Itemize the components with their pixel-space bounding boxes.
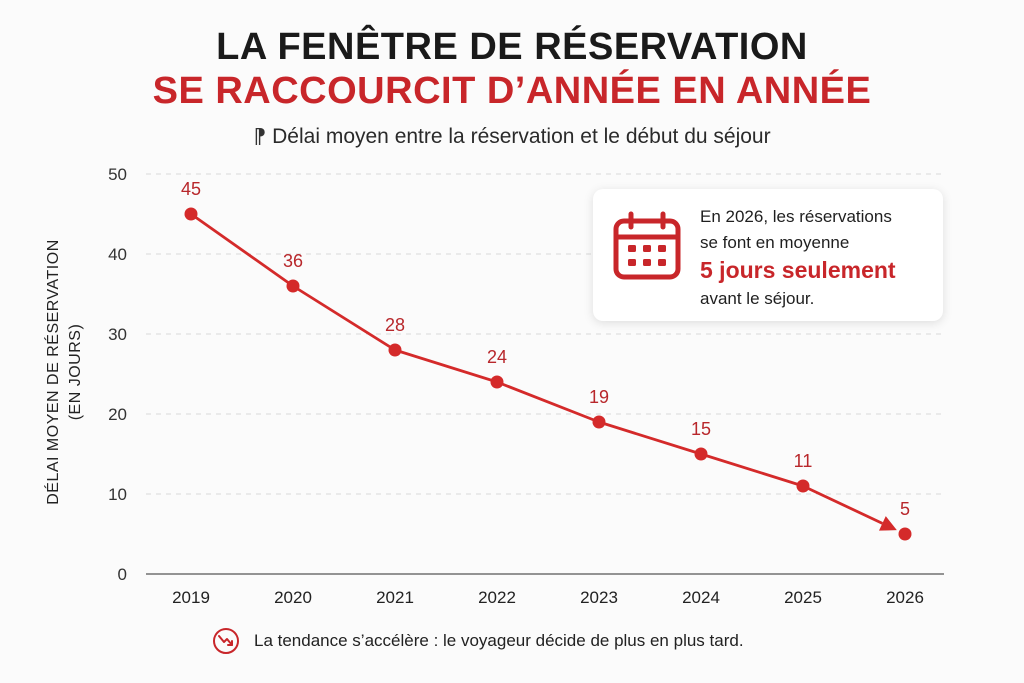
x-tick-label: 2021 — [376, 588, 414, 607]
y-axis-label-line-2: (EN JOURS) — [67, 324, 84, 421]
data-point — [490, 375, 504, 389]
data-label: 36 — [283, 251, 303, 271]
footer-text: La tendance s’accélère : le voyageur déc… — [254, 631, 744, 650]
y-tick-label: 20 — [108, 405, 127, 424]
callout-card: En 2026, les réservations se font en moy… — [593, 189, 943, 321]
data-label: 24 — [487, 347, 507, 367]
data-point — [286, 279, 300, 293]
data-point — [796, 479, 810, 493]
subtitle: ⁋ Délai moyen entre la réservation et le … — [0, 124, 1024, 149]
data-point — [184, 207, 198, 221]
x-tick-label: 2022 — [478, 588, 516, 607]
title-line-1: LA FENÊTRE DE RÉSERVATION — [216, 26, 808, 68]
callout-line-1: En 2026, les réservations — [700, 207, 892, 226]
data-label: 5 — [900, 499, 910, 519]
last-segment — [802, 484, 883, 525]
title-line-2: SE RACCOURCIT D’ANNÉE EN ANNÉE — [152, 70, 872, 112]
subtitle-glyph: ⁋ — [253, 126, 267, 148]
callout-highlight: 5 jours seulement — [700, 257, 896, 283]
y-axis-label-line-1: DÉLAI MOYEN DE RÉSERVATION — [43, 239, 62, 505]
data-label: 11 — [794, 451, 813, 471]
data-label: 19 — [589, 387, 609, 407]
trend-down-icon — [213, 628, 239, 654]
data-point — [694, 447, 708, 461]
data-label: 28 — [385, 315, 405, 335]
callout-line-4: avant le séjour. — [700, 289, 815, 308]
calendar-icon — [613, 211, 681, 280]
footer-note: La tendance s’accélère : le voyageur déc… — [212, 626, 744, 656]
subtitle-text: Délai moyen entre la réservation et le d… — [272, 125, 771, 148]
x-tick-label: 2020 — [274, 588, 312, 607]
x-tick-label: 2024 — [682, 588, 720, 607]
y-tick-label: 10 — [108, 485, 127, 504]
x-tick-label: 2019 — [172, 588, 210, 607]
x-tick-labels: 2019 2020 2021 2022 2023 2024 2025 2026 — [172, 588, 924, 607]
y-tick-label: 40 — [108, 245, 127, 264]
data-points — [184, 207, 912, 541]
data-label: 15 — [691, 419, 711, 439]
y-tick-label: 0 — [118, 565, 127, 584]
data-labels: 45 36 28 24 19 15 11 5 — [181, 179, 910, 519]
y-tick-label: 30 — [108, 325, 127, 344]
arrow-head — [878, 516, 897, 531]
y-tick-label: 50 — [108, 165, 127, 184]
x-tick-label: 2023 — [580, 588, 618, 607]
data-point — [592, 415, 606, 429]
data-label: 45 — [181, 179, 201, 199]
data-point — [898, 527, 912, 541]
callout-line-2: se font en moyenne — [700, 233, 850, 252]
x-tick-label: 2025 — [784, 588, 822, 607]
data-point — [388, 343, 402, 357]
y-axis-label: DÉLAI MOYEN DE RÉSERVATION (EN JOURS) — [43, 239, 84, 505]
y-tick-labels: 0 10 20 30 40 50 — [108, 165, 127, 584]
x-tick-label: 2026 — [886, 588, 924, 607]
